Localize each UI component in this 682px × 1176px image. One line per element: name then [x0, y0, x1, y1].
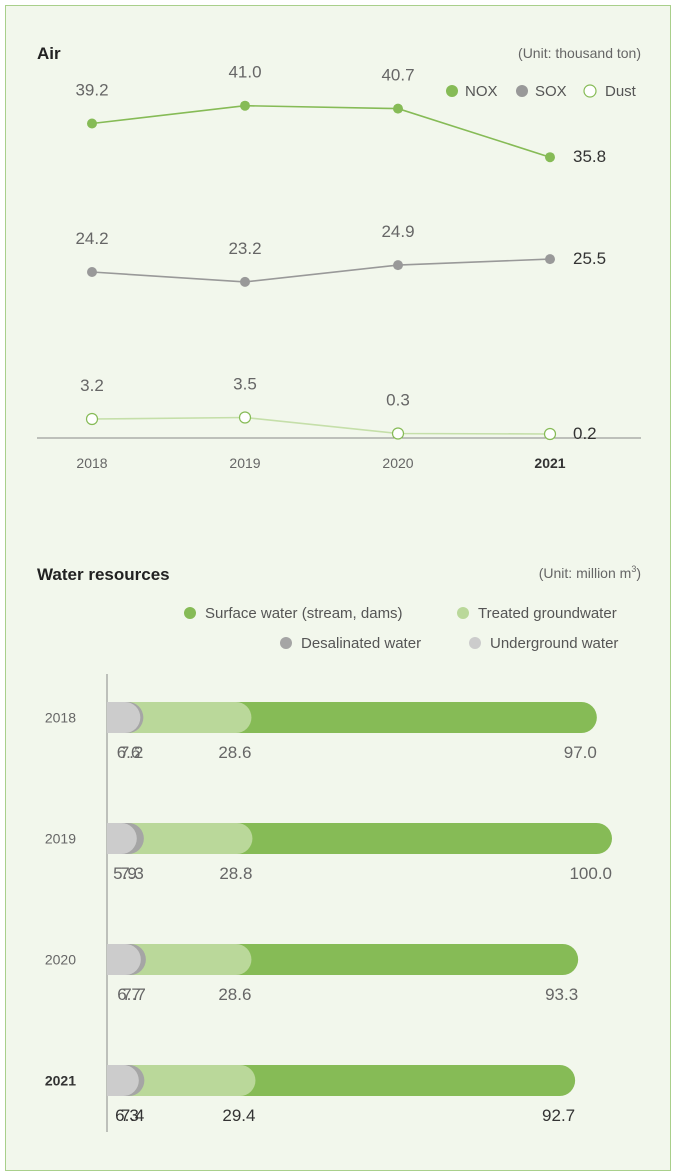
air-point-sox-2018	[87, 267, 97, 277]
legend-dust-label: Dust	[605, 83, 637, 100]
water-label-surface-2019: 100.0	[569, 864, 612, 883]
air-line-nox	[91, 104, 551, 158]
air-label-sox-2019: 23.2	[228, 239, 261, 258]
water-unit: (Unit: million m3)	[539, 564, 641, 581]
water-label-underground-2018: 6.6	[117, 743, 141, 762]
water-bar-underground-2019	[107, 823, 137, 854]
air-point-dust-2019	[238, 411, 252, 424]
water-label-surface-2021: 92.7	[542, 1106, 575, 1125]
legend-treated-label: Treated groundwater	[478, 605, 617, 622]
legend-treated-marker	[457, 607, 469, 619]
air-label-dust-2021: 0.2	[573, 424, 597, 443]
water-category-2020: 2020	[45, 952, 76, 968]
water-bar-underground-2020	[107, 944, 141, 975]
water-label-underground-2021: 6.3	[115, 1106, 139, 1125]
legend-sox-marker	[516, 85, 528, 97]
legend-nox-marker	[446, 85, 458, 97]
water-label-treated-2018: 28.6	[218, 743, 251, 762]
water-category-2018: 2018	[45, 710, 76, 726]
water-label-treated-2019: 28.8	[219, 864, 252, 883]
air-title: Air	[37, 44, 61, 63]
legend-surface-label: Surface water (stream, dams)	[205, 605, 403, 622]
air-legend: NOX SOX Dust	[446, 83, 637, 100]
water-label-treated-2021: 29.4	[222, 1106, 255, 1125]
water-title: Water resources	[37, 565, 170, 584]
air-series: 39.2 41.0 40.7 35.8 24.2 23.2 24.9 25.5 3.2 3.5 0.…	[75, 63, 606, 443]
water-bar-underground-2021	[107, 1065, 139, 1096]
air-point-dust-2021	[543, 427, 557, 441]
air-label-nox-2020: 40.7	[381, 66, 414, 85]
legend-surface-marker	[184, 607, 196, 619]
air-label-nox-2019: 41.0	[228, 63, 261, 82]
air-tick-2020: 2020	[382, 455, 413, 471]
legend-desalinated-label: Desalinated water	[301, 635, 421, 652]
water-bar-treated-2021	[107, 1065, 256, 1096]
water-label-desalinated-2020: 7.7	[122, 985, 146, 1004]
air-label-sox-2020: 24.9	[381, 222, 414, 241]
air-label-dust-2020: 0.3	[386, 391, 410, 410]
air-point-sox-2021	[545, 254, 555, 265]
air-line-dust	[91, 416, 551, 435]
water-category-2019: 2019	[45, 831, 76, 847]
air-point-dust-2020	[391, 427, 405, 440]
chart-panel	[5, 5, 671, 1171]
air-tick-2021: 2021	[534, 455, 565, 471]
water-label-underground-2019: 5.9	[113, 864, 137, 883]
air-tick-labels: 2018 2019 2020 2021	[76, 455, 565, 471]
water-label-underground-2020: 6.7	[117, 985, 141, 1004]
air-point-nox-2021	[545, 152, 555, 163]
legend-sox-label: SOX	[535, 83, 567, 100]
air-point-nox-2020	[393, 103, 403, 114]
water-label-desalinated-2019: 7.3	[120, 864, 144, 883]
air-point-nox-2018	[87, 118, 97, 129]
air-label-sox-2018: 24.2	[75, 229, 108, 248]
water-label-desalinated-2021: 7.4	[121, 1106, 145, 1125]
air-label-sox-2021: 25.5	[573, 249, 606, 268]
water-bars: 2018 6.67.2 28.6 97.0 2019 5.97.3 28.8 100.0 202…	[45, 702, 612, 1125]
water-label-desalinated-2018: 7.2	[120, 743, 144, 762]
air-tick-2018: 2018	[76, 455, 107, 471]
legend-dust-marker	[583, 84, 597, 98]
air-point-sox-2020	[393, 260, 403, 271]
water-bar-underground-2018	[107, 702, 141, 733]
water-label-surface-2020: 93.3	[545, 985, 578, 1004]
air-point-sox-2019	[240, 276, 250, 287]
air-line-sox	[91, 258, 551, 283]
legend-desalinated-marker	[280, 637, 292, 649]
air-point-nox-2019	[240, 100, 250, 111]
water-bar-treated-2018	[107, 702, 252, 733]
air-label-dust-2018: 3.2	[80, 376, 104, 395]
legend-underground-marker	[469, 637, 481, 649]
water-category-2021: 2021	[45, 1073, 76, 1089]
water-label-surface-2018: 97.0	[564, 743, 597, 762]
air-label-nox-2018: 39.2	[75, 81, 108, 100]
water-bar-treated-2019	[107, 823, 253, 854]
legend-nox-label: NOX	[465, 83, 498, 100]
air-label-dust-2019: 3.5	[233, 375, 257, 394]
air-unit: (Unit: thousand ton)	[518, 45, 641, 61]
air-point-dust-2018	[85, 412, 99, 426]
air-tick-2019: 2019	[229, 455, 260, 471]
water-legend: Surface water (stream, dams) Treated gro…	[184, 605, 618, 652]
water-label-treated-2020: 28.6	[218, 985, 251, 1004]
air-label-nox-2021: 35.8	[573, 147, 606, 166]
legend-underground-label: Underground water	[490, 635, 618, 652]
